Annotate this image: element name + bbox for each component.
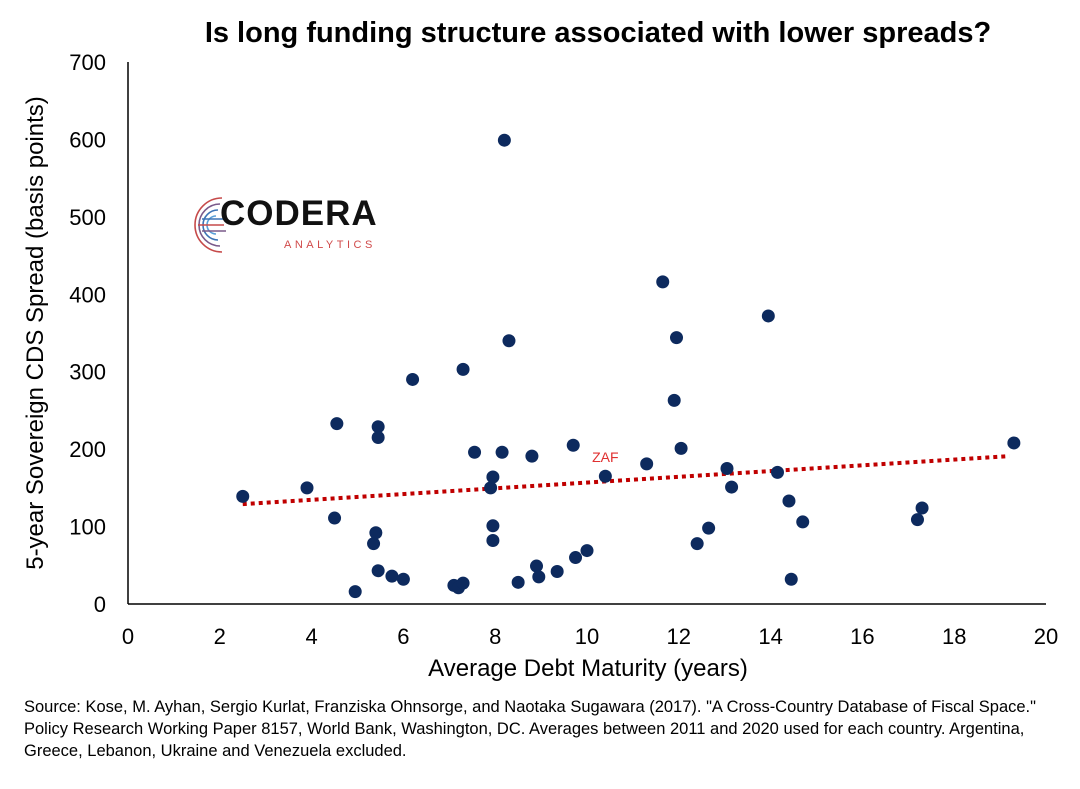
data-point [371, 420, 385, 434]
data-point [569, 551, 583, 565]
data-point [670, 331, 684, 345]
logo-wordmark: CODERA [220, 194, 378, 233]
data-point [456, 576, 470, 590]
x-tick-label: 10 [575, 624, 599, 649]
data-point [328, 511, 342, 525]
data-point [396, 572, 410, 586]
data-point [456, 362, 470, 376]
data-point [782, 494, 796, 508]
data-point [702, 521, 716, 535]
data-point [486, 519, 500, 533]
data-point [566, 438, 580, 452]
data-point [674, 441, 688, 455]
data-point [915, 501, 929, 515]
data-point [486, 534, 500, 548]
data-point [761, 309, 775, 323]
annotations: ZAF [592, 449, 618, 465]
data-point [667, 393, 681, 407]
data-points [236, 133, 1021, 599]
data-point [1007, 436, 1021, 450]
x-tick-label: 16 [850, 624, 874, 649]
y-tick-label: 0 [94, 592, 106, 617]
data-point [784, 572, 798, 586]
data-point [330, 417, 344, 431]
data-point [690, 537, 704, 551]
x-tick-label: 2 [214, 624, 226, 649]
y-axis-label: 5-year Sovereign CDS Spread (basis point… [22, 96, 49, 570]
data-point [371, 564, 385, 578]
data-point [348, 585, 362, 599]
data-point [530, 559, 544, 573]
data-point [300, 481, 314, 495]
data-point [640, 457, 654, 471]
x-tick-label: 6 [397, 624, 409, 649]
data-point [385, 569, 399, 583]
y-tick-label: 600 [69, 127, 106, 152]
data-point [656, 275, 670, 289]
trendline [242, 454, 1010, 507]
x-tick-label: 12 [667, 624, 691, 649]
data-point [502, 334, 516, 348]
y-tick-label: 700 [69, 50, 106, 75]
data-point [371, 431, 385, 445]
data-point [598, 469, 612, 483]
scatter-chart: Is long funding structure associated wit… [22, 17, 1058, 682]
data-point [550, 564, 564, 578]
codera-circuit-logo-icon [194, 197, 226, 253]
data-point [484, 481, 498, 495]
data-point [725, 480, 739, 494]
data-point [367, 537, 381, 551]
data-point [406, 372, 420, 386]
y-tick-label: 300 [69, 360, 106, 385]
data-point [796, 515, 810, 529]
x-tick-label: 20 [1034, 624, 1058, 649]
x-tick-label: 8 [489, 624, 501, 649]
data-point [236, 489, 250, 503]
y-tick-label: 100 [69, 515, 106, 540]
y-tick-label: 200 [69, 437, 106, 462]
x-tick-label: 14 [758, 624, 782, 649]
data-point [495, 445, 509, 459]
data-point [720, 462, 734, 475]
codera-logo: CODERA ANALYTICS [188, 192, 388, 258]
x-axis-ticks: 0 2 4 6 8 10 12 14 16 18 20 [122, 624, 1058, 649]
data-point [525, 449, 539, 463]
logo-subtitle: ANALYTICS [284, 239, 376, 251]
y-tick-label: 400 [69, 282, 106, 307]
x-tick-label: 18 [942, 624, 966, 649]
data-point [486, 470, 500, 484]
data-point [580, 544, 594, 558]
data-point [369, 526, 383, 540]
data-point [770, 465, 784, 479]
x-tick-label: 0 [122, 624, 134, 649]
data-point [497, 133, 511, 147]
chart-title: Is long funding structure associated wit… [205, 17, 991, 49]
annotation-label: ZAF [592, 449, 618, 465]
data-point [511, 575, 525, 589]
y-tick-label: 500 [69, 205, 106, 230]
x-tick-label: 4 [305, 624, 317, 649]
source-note: Source: Kose, M. Ayhan, Sergio Kurlat, F… [24, 698, 1037, 760]
data-point [468, 445, 482, 459]
data-point [532, 570, 546, 584]
x-axis-label: Average Debt Maturity (years) [428, 655, 748, 682]
y-axis-ticks: 0 100 200 300 400 500 600 700 [69, 50, 106, 617]
data-point [910, 513, 924, 527]
